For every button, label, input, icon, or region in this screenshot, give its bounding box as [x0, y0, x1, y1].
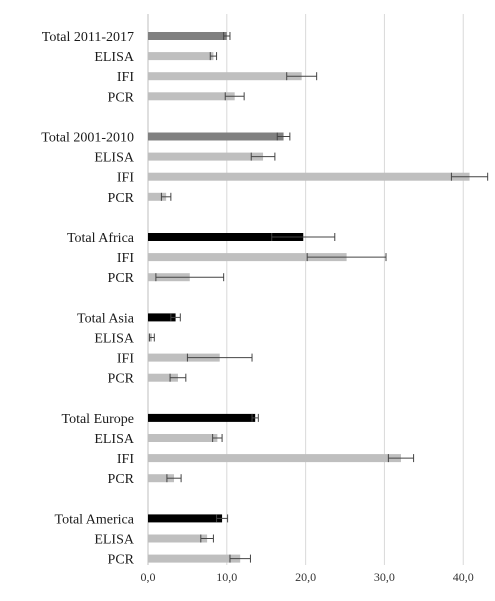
- category-label: Total Europe: [62, 412, 135, 427]
- error-bar-2011-2017-elisa: [209, 52, 218, 61]
- x-axis-ticks: 0,0 10,0 20,0 30,0 40,0: [141, 570, 474, 584]
- bar-2001-2010-ifi: [148, 172, 470, 181]
- category-label: Total 2001-2010: [41, 131, 134, 146]
- error-bar-africa-pcr: [155, 273, 225, 282]
- error-bar-2001-2010-elisa: [250, 152, 276, 161]
- category-label: IFI: [117, 251, 134, 266]
- bar-total-asia: [148, 313, 176, 322]
- category-label: IFI: [117, 171, 134, 186]
- category-label: ELISA: [94, 432, 135, 447]
- error-bar-2011-2017-ifi: [286, 72, 318, 81]
- bar-europe-elisa: [148, 434, 218, 442]
- bar-2001-2010-elisa: [148, 152, 264, 161]
- x-tick-label: 20,0: [295, 570, 316, 584]
- category-labels: Total 2011-2017 ELISA IFI PCR Total 2001-201…: [41, 30, 135, 568]
- category-label: IFI: [117, 452, 134, 467]
- bar-total-europe: [148, 413, 256, 422]
- bar-2011-2017-elisa: [148, 52, 214, 61]
- category-label: PCR: [108, 271, 135, 286]
- error-bar-america-pcr: [229, 554, 251, 563]
- error-bar-asia-elisa: [149, 333, 155, 342]
- error-bar-america-elisa: [200, 534, 214, 543]
- bar-europe-ifi: [148, 454, 401, 463]
- bar-2011-2017-pcr: [148, 92, 235, 101]
- bar-2011-2017-ifi: [148, 72, 302, 81]
- x-tick-label: 10,0: [216, 570, 237, 584]
- error-bar-2001-2010-ifi: [450, 172, 489, 181]
- category-label: ELISA: [94, 50, 135, 65]
- category-label: PCR: [108, 191, 135, 206]
- gridlines: [226, 14, 464, 565]
- category-label: PCR: [108, 90, 135, 105]
- bar-2001-2010-pcr: [148, 192, 167, 201]
- error-bar-asia-ifi: [186, 353, 253, 362]
- category-label: Total 2011-2017: [42, 30, 134, 45]
- bars: [148, 32, 489, 563]
- bar-total-2001-2010: [148, 132, 284, 141]
- x-tick-label: 0,0: [141, 570, 156, 584]
- bar-asia-ifi: [148, 353, 220, 362]
- category-label: Total Asia: [77, 311, 135, 326]
- bar-total-america: [148, 514, 223, 523]
- error-bar-2001-2010-pcr: [160, 192, 172, 201]
- category-label: IFI: [117, 70, 134, 85]
- category-label: PCR: [108, 472, 135, 487]
- bar-america-pcr: [148, 554, 241, 563]
- error-bar-asia-pcr: [169, 373, 187, 382]
- error-bar-total-2011-2017: [223, 32, 231, 40]
- bar-america-elisa: [148, 534, 208, 543]
- category-label: ELISA: [94, 151, 135, 166]
- category-label: Total Africa: [67, 231, 135, 246]
- error-bar-total-africa: [271, 233, 336, 241]
- category-label: Total America: [55, 512, 135, 527]
- category-label: PCR: [108, 372, 135, 387]
- x-tick-label: 40,0: [453, 570, 474, 584]
- category-label: IFI: [117, 352, 134, 367]
- error-bar-total-europe: [251, 413, 259, 422]
- error-bar-europe-elisa: [212, 434, 223, 442]
- error-bar-2011-2017-pcr: [224, 92, 245, 101]
- error-bar-africa-ifi: [306, 253, 387, 262]
- category-label: PCR: [108, 553, 135, 568]
- category-label: ELISA: [94, 332, 135, 347]
- category-label: ELISA: [94, 533, 135, 548]
- bar-europe-pcr: [148, 474, 175, 483]
- bar-total-africa: [148, 233, 304, 241]
- bar-total-2011-2017: [148, 32, 227, 40]
- error-bar-total-asia: [170, 313, 181, 322]
- bar-africa-ifi: [148, 253, 347, 262]
- error-bar-europe-pcr: [166, 474, 182, 483]
- error-bar-europe-ifi: [387, 454, 415, 463]
- bar-asia-pcr: [148, 373, 178, 382]
- x-tick-label: 30,0: [374, 570, 395, 584]
- error-bar-total-2001-2010: [276, 132, 291, 141]
- error-bar-total-america: [216, 514, 229, 523]
